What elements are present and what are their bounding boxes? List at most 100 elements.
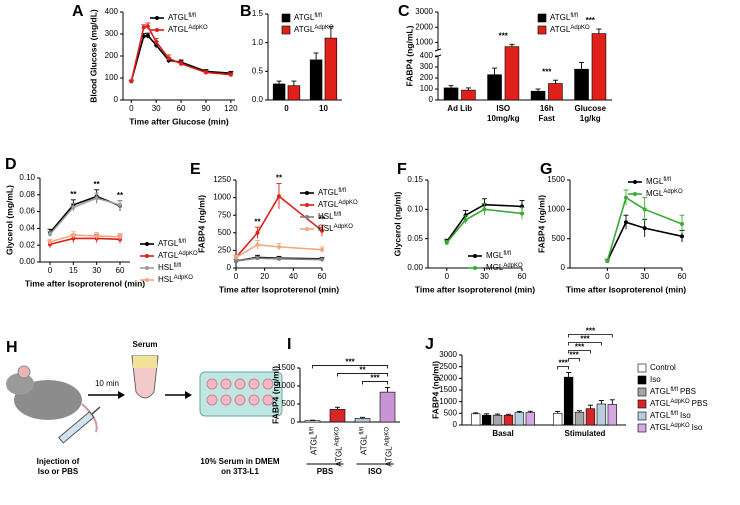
data-point bbox=[94, 233, 99, 238]
legend-label: ATGLAdpKO PBS bbox=[650, 399, 708, 409]
data-point bbox=[48, 232, 52, 237]
data-point bbox=[255, 230, 260, 235]
legend-label: HSLAdpKO bbox=[158, 275, 193, 285]
x-tick-label: ATGLAdpKO bbox=[384, 427, 394, 467]
legend-swatch bbox=[637, 399, 647, 409]
bar bbox=[379, 391, 396, 423]
x-axis-title: Time after Isoproterenol (min) bbox=[219, 284, 339, 294]
y-axis-title: Glycerol (ng/ml) bbox=[392, 191, 402, 256]
data-point bbox=[71, 233, 76, 238]
series-line bbox=[606, 221, 683, 262]
text-part: AdpKO bbox=[670, 423, 690, 429]
syringe bbox=[58, 411, 95, 444]
significance: ** bbox=[276, 174, 283, 183]
text-part: AdpKO bbox=[334, 427, 340, 447]
panel-letter: H bbox=[6, 339, 18, 356]
culture-text: on 3T3-L1 bbox=[221, 467, 259, 476]
text-part: AdpKO bbox=[314, 25, 334, 31]
y-tick-label: 400 bbox=[105, 7, 119, 16]
data-point bbox=[605, 258, 610, 263]
significance-bracket bbox=[568, 342, 602, 346]
bar bbox=[503, 414, 514, 426]
text-part: MGL bbox=[486, 263, 504, 272]
injection-text: Iso or PBS bbox=[38, 467, 79, 476]
data-point bbox=[234, 255, 238, 260]
series-line bbox=[606, 196, 683, 262]
legend-label: ATGLfl/fl bbox=[294, 13, 322, 23]
text-part: ATGL bbox=[158, 251, 179, 260]
text-part: ATGL bbox=[650, 387, 671, 396]
series-line bbox=[130, 34, 231, 82]
text-part: fl/fl bbox=[663, 177, 671, 183]
x-tick-label: 0 bbox=[234, 272, 239, 281]
y-tick-label: 500 bbox=[444, 408, 458, 417]
well-plate bbox=[199, 371, 283, 417]
legend-marker bbox=[473, 254, 477, 258]
data-point bbox=[154, 39, 159, 44]
needle bbox=[91, 406, 101, 415]
x-tick-label: ATGLfl/fl bbox=[359, 427, 369, 455]
data-point bbox=[642, 207, 647, 212]
significance-bracket bbox=[568, 350, 591, 354]
legend-marker bbox=[155, 28, 159, 32]
significance-bracket bbox=[362, 381, 388, 385]
legend-label: ATGLfl/fl bbox=[158, 239, 186, 249]
series-line bbox=[235, 257, 323, 262]
legend-marker bbox=[633, 180, 637, 184]
panel-letter: I bbox=[287, 336, 291, 353]
text-part: PBS bbox=[692, 399, 708, 408]
panel-letter: B bbox=[240, 3, 252, 20]
legend-marker bbox=[155, 16, 159, 20]
text-part: ATGL bbox=[294, 25, 315, 34]
data-point bbox=[320, 257, 324, 262]
legend-marker bbox=[473, 266, 477, 270]
y-tick-label: 2000 bbox=[439, 373, 457, 382]
y-tick-label: 250 bbox=[218, 246, 232, 255]
bar bbox=[530, 90, 546, 101]
x-axis-title: Time after Isoproterenol (min) bbox=[566, 284, 686, 294]
significance: ** bbox=[319, 215, 326, 224]
significance: *** bbox=[370, 374, 380, 383]
y-tick-label: 0.10 bbox=[19, 173, 35, 182]
legend-label: HSLfl/fl bbox=[158, 263, 181, 273]
data-point bbox=[141, 25, 146, 30]
legend-swatch bbox=[637, 423, 647, 433]
text-part: ATGL bbox=[650, 411, 671, 420]
data-point bbox=[277, 244, 281, 249]
series-line bbox=[235, 243, 323, 259]
bar bbox=[525, 412, 536, 426]
series-line bbox=[446, 208, 523, 244]
text-part: AdpKO bbox=[174, 275, 194, 281]
x-tick-label: 30 bbox=[152, 104, 161, 113]
x-axis-title: Time after Glucose (min) bbox=[129, 116, 229, 126]
serum-text: Serum bbox=[133, 340, 158, 349]
legend-marker bbox=[633, 192, 637, 196]
series-line bbox=[446, 203, 523, 243]
legend-label: HSLAdpKO bbox=[318, 224, 353, 234]
mouse-head bbox=[6, 373, 34, 395]
x-tick-label: Ad Lib bbox=[447, 104, 472, 113]
data-point bbox=[277, 194, 281, 199]
data-point bbox=[444, 240, 449, 245]
significance: *** bbox=[575, 343, 585, 352]
text-part: MGL bbox=[486, 251, 504, 260]
text-part: fl/fl bbox=[188, 13, 196, 19]
serum-layer bbox=[133, 356, 157, 368]
y-axis-title: FABP4 (ng/ml) bbox=[196, 195, 206, 253]
significance: *** bbox=[558, 359, 568, 368]
text-part: Iso bbox=[692, 423, 703, 432]
x-tick-label: 60 bbox=[678, 272, 687, 281]
legend-marker bbox=[305, 215, 309, 219]
text-part: fl/fl bbox=[359, 427, 365, 435]
panel-letter: C bbox=[398, 3, 410, 20]
bar bbox=[309, 59, 323, 101]
legend-label: ATGLAdpKO bbox=[550, 25, 590, 35]
y-tick-label: 300 bbox=[105, 29, 119, 38]
legend-label: ATGLAdpKO bbox=[168, 25, 208, 35]
y-tick-label: 0 bbox=[453, 420, 458, 429]
x-tick-label: 60 bbox=[518, 272, 527, 281]
legend-marker bbox=[145, 242, 149, 246]
text-part: ATGL bbox=[158, 239, 179, 248]
x-axis-title: Time after Isoproterenol (min) bbox=[25, 278, 145, 288]
data-point bbox=[624, 220, 628, 225]
